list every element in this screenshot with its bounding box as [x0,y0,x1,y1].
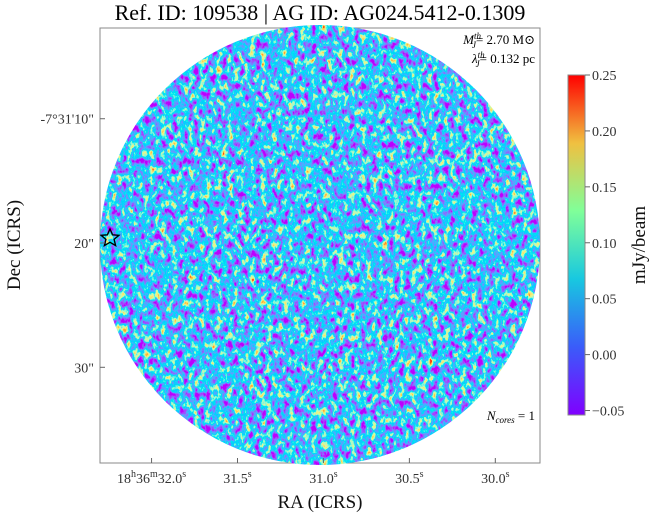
y-tick-label: 30" [74,361,94,376]
colorbar-tick-label: 0.25 [592,69,617,84]
x-tick-label: 31.0s​ [309,469,338,487]
annotation-text: = 2.70 M⊙ [476,32,535,47]
annotation: Mth J= 2.70 M⊙ [462,31,535,50]
annotation-text: = 0.132 pc [480,51,536,66]
annotation-sub: cores [495,415,515,425]
colorbar-label: mJy/beam [629,206,650,284]
annotation-sup: th [478,50,486,60]
x-tick-label: 30.0s​ [481,469,510,487]
x-tick-label: 31.5s​ [223,469,252,487]
annotation-sub: J [472,40,477,50]
colorbar-tick-label: −0.05 [592,405,624,420]
annotation-symbol: N [486,408,497,423]
colorbar-tick-label: 0.05 [592,293,617,308]
y-tick-label: -7°31'10" [41,113,95,128]
chart-title: Ref. ID: 109538 | AG ID: AG024.5412-0.13… [115,0,526,25]
x-tick-label: 18h​36m​32.0s​ [117,469,186,487]
colorbar-tick-label: 0.00 [592,349,617,364]
annotation-symbol: λ [471,51,478,66]
colorbar-tick-label: 0.10 [592,237,617,252]
y-axis-label: Dec (ICRS) [4,200,25,290]
intensity-map [100,25,540,465]
colorbar [567,74,586,416]
colorbar-tick-label: 0.15 [592,181,617,196]
annotation-text: = 1 [515,408,535,423]
annotation-sub: J [476,59,481,69]
source-marker [99,227,121,248]
x-tick-label: 30.5s​ [395,469,424,487]
annotation: λth J= 0.132 pc [471,50,535,69]
annotation-sup: th [474,31,482,41]
annotation: Ncores = 1 [486,408,535,425]
x-axis-label: RA (ICRS) [278,492,363,513]
annotation-symbol: M [462,32,475,47]
y-tick-label: 20" [74,237,94,252]
colorbar-tick-label: 0.20 [592,125,617,140]
